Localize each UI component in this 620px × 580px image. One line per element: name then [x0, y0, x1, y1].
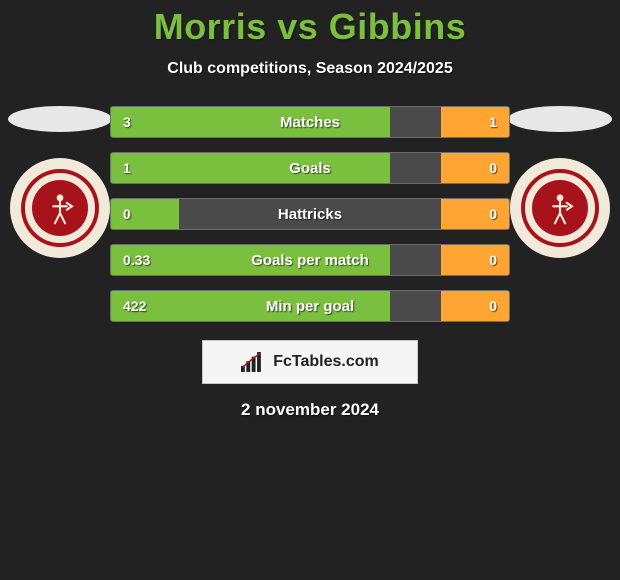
stat-label: Matches: [111, 107, 509, 137]
stat-label: Goals per match: [111, 245, 509, 275]
stat-row: 0.330Goals per match: [110, 244, 510, 276]
watermark-badge: FcTables.com: [202, 340, 418, 384]
stat-label: Hattricks: [111, 199, 509, 229]
stat-row: 31Matches: [110, 106, 510, 138]
stat-label: Goals: [111, 153, 509, 183]
snapshot-date: 2 november 2024: [0, 400, 620, 420]
right-player-column: [500, 106, 620, 258]
player-photo-placeholder: [508, 106, 612, 132]
watermark-text: FcTables.com: [273, 353, 379, 371]
page-title: Morris vs Gibbins: [0, 0, 620, 48]
player-photo-placeholder: [8, 106, 112, 132]
stat-label: Min per goal: [111, 291, 509, 321]
stat-rows: 31Matches 10Goals 00Hattricks 0.330Goals pe…: [110, 106, 510, 322]
team-badge: [10, 158, 110, 258]
bars-icon: [241, 352, 267, 372]
stat-row: 10Goals: [110, 152, 510, 184]
team-badge: [510, 158, 610, 258]
stat-row: 00Hattricks: [110, 198, 510, 230]
archer-icon: [543, 191, 577, 225]
page-subtitle: Club competitions, Season 2024/2025: [0, 60, 620, 78]
archer-icon: [43, 191, 77, 225]
stat-row: 4220Min per goal: [110, 290, 510, 322]
left-player-column: [0, 106, 120, 258]
